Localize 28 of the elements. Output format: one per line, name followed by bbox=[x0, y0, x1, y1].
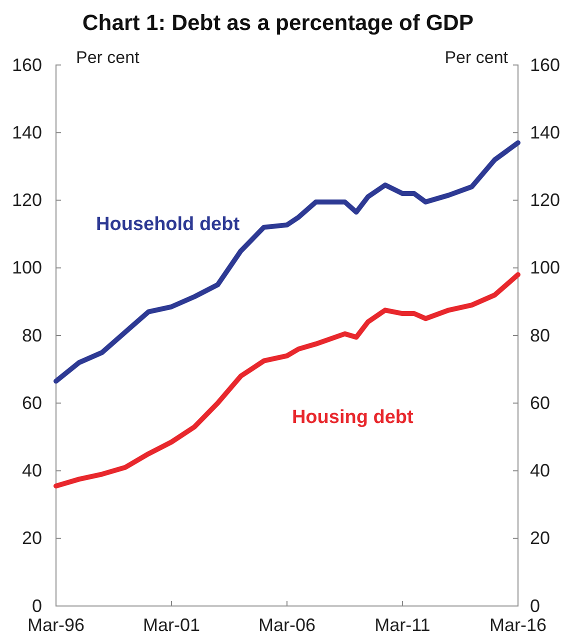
y-tick-label: 60 bbox=[22, 392, 42, 413]
y-tick-label: 120 bbox=[12, 190, 42, 210]
chart-title: Chart 1: Debt as a percentage of GDP bbox=[82, 10, 474, 35]
y2-tick-label: 20 bbox=[530, 528, 550, 548]
y-tick-label: 0 bbox=[32, 596, 42, 616]
x-tick-label: Mar-11 bbox=[374, 614, 430, 635]
y2-tick-label: 60 bbox=[530, 392, 550, 413]
y-tick-label: 80 bbox=[22, 325, 42, 346]
series-label: Household debt bbox=[96, 214, 240, 235]
y2-tick-label: 80 bbox=[530, 325, 550, 346]
y2-axis-title: Per cent bbox=[444, 48, 508, 67]
text: Housing debt bbox=[292, 407, 414, 428]
x-tick-label: Mar-01 bbox=[142, 614, 200, 635]
y2-tick-label: 0 bbox=[530, 596, 540, 616]
y2-tick-label: 120 bbox=[530, 190, 560, 210]
y-tick-label: 20 bbox=[22, 528, 42, 548]
y2-tick-label: 140 bbox=[530, 122, 560, 142]
y2-tick-label: 160 bbox=[530, 54, 560, 75]
y-tick-label: 140 bbox=[12, 122, 42, 142]
y-tick-label: 100 bbox=[12, 258, 42, 278]
x-tick-label: Mar-06 bbox=[258, 614, 316, 635]
y-tick-label: 160 bbox=[12, 54, 42, 75]
y-axis-title: Per cent bbox=[76, 48, 140, 67]
y2-tick-label: 100 bbox=[530, 258, 560, 278]
y2-tick-label: 40 bbox=[530, 460, 550, 481]
x-tick-label: Mar-96 bbox=[27, 614, 85, 635]
y-tick-label: 40 bbox=[22, 460, 42, 481]
x-tick-label: Mar-16 bbox=[489, 614, 547, 635]
